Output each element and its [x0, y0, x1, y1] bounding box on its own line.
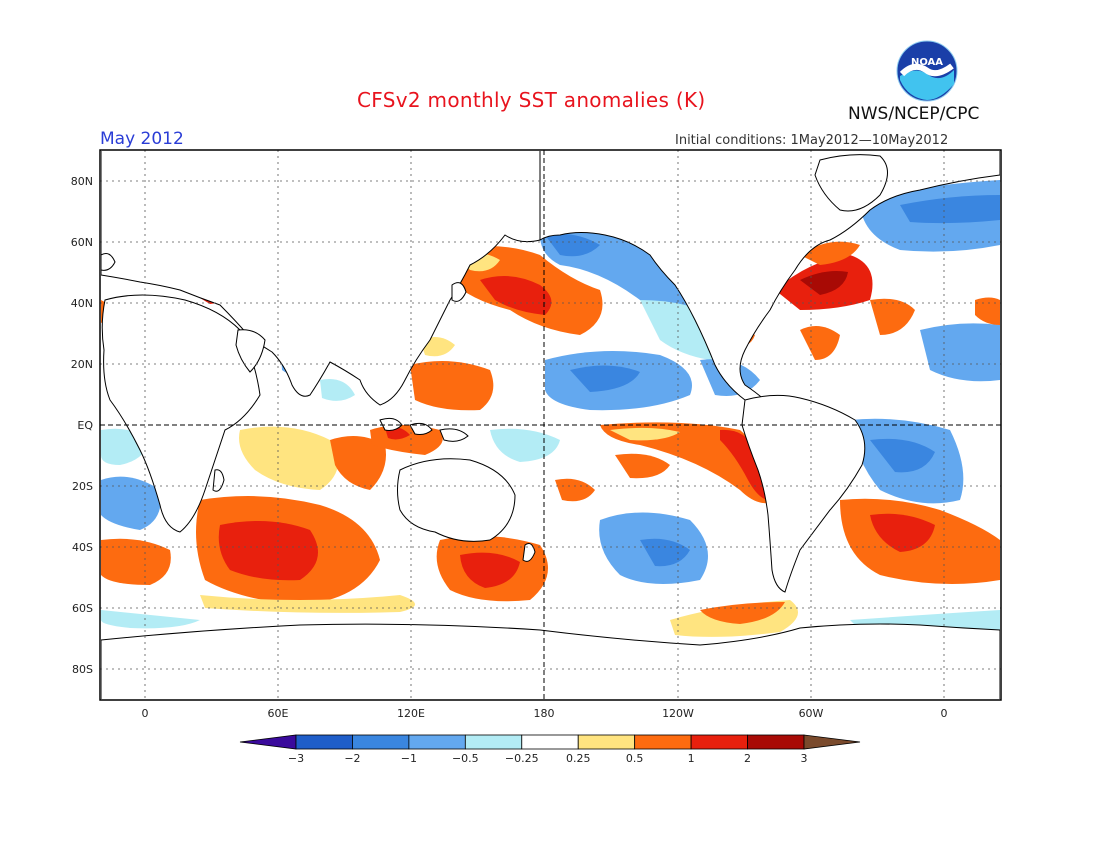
colorbar-max-triangle: [803, 734, 861, 750]
colorbar-label: 3: [801, 752, 808, 765]
lat-label: EQ: [77, 419, 93, 432]
colorbar-swatch: [747, 734, 805, 750]
lon-label: 0: [941, 707, 948, 720]
colorbar: −3 −2 −1 −0.5 −0.25 0.25 0.5 1 2 3: [239, 734, 861, 765]
graticule: [100, 150, 1001, 700]
noaa-logo: NOAA: [896, 40, 958, 102]
colorbar-swatch: [577, 734, 636, 750]
colorbar-swatch: [408, 734, 466, 750]
colorbar-swatch: [464, 734, 523, 750]
colorbar-min-triangle: [239, 734, 297, 750]
colorbar-swatch: [634, 734, 692, 750]
lat-label: 20N: [71, 358, 93, 371]
chart-title: CFSv2 monthly SST anomalies (K): [357, 88, 706, 112]
equator-dateline: [100, 150, 1001, 700]
colorbar-label: 0.5: [626, 752, 644, 765]
colorbar-label: −0.25: [505, 752, 539, 765]
colorbar-label: −0.5: [452, 752, 479, 765]
longitude-labels: 0 60E 120E 180 120W 60W 0: [142, 707, 948, 720]
colorbar-label: −2: [344, 752, 360, 765]
colorbar-swatch: [690, 734, 748, 750]
lon-label: 120E: [397, 707, 425, 720]
lat-label: 20S: [72, 480, 93, 493]
lat-label: 80N: [71, 175, 93, 188]
lat-label: 40N: [71, 297, 93, 310]
agency-label: NWS/NCEP/CPC: [848, 104, 980, 124]
map-frame: [99, 149, 1002, 701]
land-outlines: [101, 151, 1000, 699]
lat-label: 60S: [72, 602, 93, 615]
lon-label: 120W: [662, 707, 694, 720]
svg-text:NOAA: NOAA: [911, 57, 943, 68]
colorbar-swatch: [521, 734, 579, 750]
colorbar-label: 0.25: [566, 752, 591, 765]
lon-label: 60W: [799, 707, 824, 720]
forecast-month: May 2012: [100, 129, 184, 149]
colorbar-label: 1: [688, 752, 695, 765]
initial-conditions: Initial conditions: 1May2012—10May2012: [675, 133, 949, 148]
colorbar-swatch: [295, 734, 353, 750]
latitude-labels: 80N 60N 40N 20N EQ 20S 40S 60S 80S: [71, 175, 94, 676]
lat-label: 60N: [71, 236, 93, 249]
colorbar-swatch: [352, 734, 410, 750]
lat-label: 80S: [72, 663, 93, 676]
colorbar-label: 2: [744, 752, 751, 765]
lon-label: 0: [142, 707, 149, 720]
lon-label: 180: [534, 707, 555, 720]
lon-label: 60E: [268, 707, 289, 720]
lat-label: 40S: [72, 541, 93, 554]
colorbar-label: −1: [401, 752, 417, 765]
colorbar-label: −3: [288, 752, 304, 765]
